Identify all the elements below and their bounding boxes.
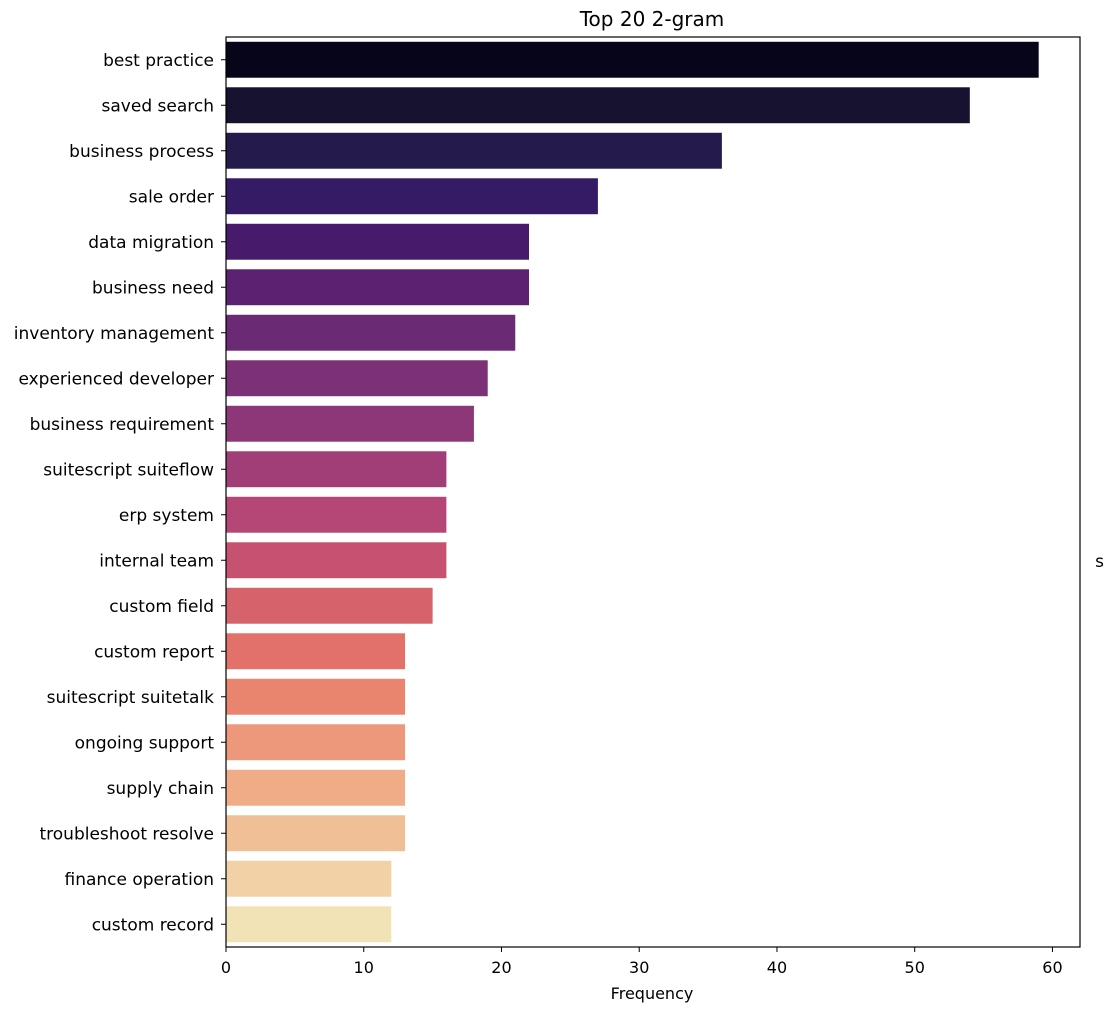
category-label: suitescript suiteflow: [43, 460, 214, 480]
bar-internal-team: [226, 542, 447, 579]
category-label: sale order: [129, 187, 214, 207]
x-tick-label: 20: [491, 958, 511, 977]
category-label: business process: [69, 142, 214, 162]
bar-custom-record: [226, 906, 392, 943]
bar-custom-report: [226, 633, 406, 670]
bar-sale-order: [226, 178, 598, 215]
category-label: custom record: [92, 915, 214, 935]
bar-troubleshoot-resolve: [226, 815, 406, 852]
category-label: suitescript suitetalk: [47, 688, 215, 708]
bar-finance-operation: [226, 860, 392, 897]
bar-ongoing-support: [226, 724, 406, 761]
category-labels: best practice saved search business proces…: [14, 51, 226, 935]
bar-best-practice: [226, 41, 1039, 78]
category-label: data migration: [88, 233, 214, 253]
category-label: troubleshoot resolve: [39, 824, 214, 844]
x-tick-label: 60: [1042, 958, 1062, 977]
category-label: business requirement: [30, 415, 215, 435]
x-tick-label: 30: [629, 958, 649, 977]
category-label: business need: [92, 278, 214, 298]
bar-saved-search: [226, 87, 970, 124]
bar-suitescript-suitetalk: [226, 678, 406, 715]
category-label: erp system: [119, 506, 214, 526]
bar-business-process: [226, 132, 722, 169]
x-tick-label: 10: [354, 958, 374, 977]
side-text: s: [1095, 552, 1104, 572]
bar-business-need: [226, 269, 530, 306]
x-axis-label: Frequency: [611, 984, 694, 1003]
x-axis-ticks: 0 10 20 30 40 50 60: [221, 947, 1063, 977]
category-label: best practice: [103, 51, 214, 71]
bar-inventory-management: [226, 314, 516, 351]
bar-business-requirement: [226, 405, 474, 442]
bar-experienced-developer: [226, 360, 488, 397]
bars-group: [226, 41, 1039, 943]
bar-suitescript-suiteflow: [226, 451, 447, 488]
bar-erp-system: [226, 496, 447, 533]
x-tick-label: 40: [767, 958, 787, 977]
category-label: saved search: [102, 96, 214, 116]
category-label: custom report: [94, 642, 214, 662]
x-tick-label: 0: [221, 958, 231, 977]
category-label: internal team: [99, 551, 214, 571]
x-tick-label: 50: [905, 958, 925, 977]
bar-custom-field: [226, 587, 433, 624]
plot-frame: [225, 36, 1081, 948]
chart-title: Top 20 2-gram: [579, 7, 725, 31]
category-label: experienced developer: [18, 369, 214, 389]
category-label: custom field: [109, 597, 214, 617]
category-label: finance operation: [64, 870, 214, 890]
category-label: inventory management: [14, 324, 215, 344]
bar-data-migration: [226, 223, 530, 260]
category-label: ongoing support: [75, 733, 215, 753]
bar-supply-chain: [226, 769, 406, 806]
category-label: supply chain: [107, 779, 214, 799]
